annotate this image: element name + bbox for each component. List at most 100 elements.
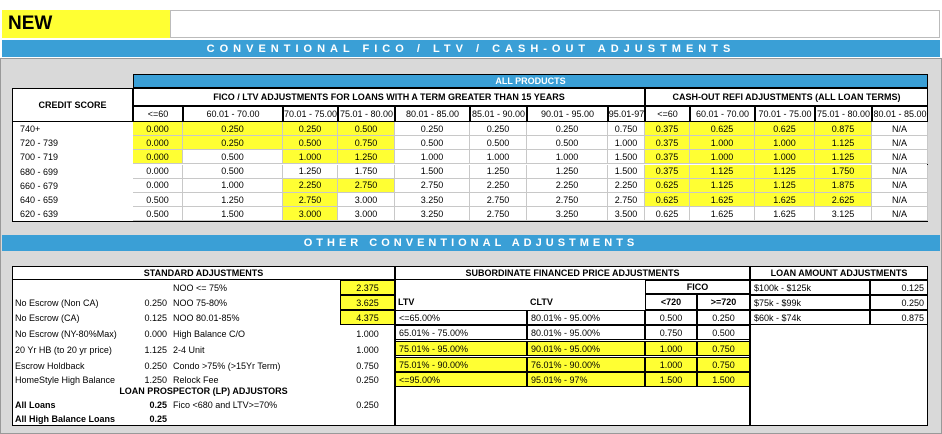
column-header: 90.01 - 95.00 <box>527 106 608 122</box>
value: 2.750 <box>608 193 645 207</box>
banner: OTHER CONVENTIONAL ADJUSTMENTS <box>2 235 940 251</box>
value: N/A <box>872 122 928 136</box>
label: $75k - $99k <box>750 295 870 310</box>
badge: NEW <box>2 10 170 38</box>
value: 0.25 <box>149 400 167 410</box>
value: 0.500 <box>133 193 183 207</box>
column-header: 75.01 - 80.00 <box>815 106 872 122</box>
value: 1.250 <box>183 193 283 207</box>
label: No Escrow (CA) <box>15 312 80 323</box>
group-header: FICO <box>645 280 750 294</box>
value: 1.125 <box>755 164 815 179</box>
column-header: <=60 <box>133 106 183 122</box>
value: 0.250 <box>527 122 608 136</box>
value: 1.000 <box>527 150 608 165</box>
label: No Escrow (NY-80%Max) <box>15 328 117 339</box>
value: 0.625 <box>645 207 690 222</box>
label: NOO 75-80% <box>173 297 228 308</box>
value: 0.375 <box>645 136 690 151</box>
value: N/A <box>872 193 928 207</box>
value: 0.250 <box>283 122 338 136</box>
column-header: 80.01 - 85.00 <box>395 106 470 122</box>
value: 0.000 <box>133 136 183 151</box>
value: 0.250 <box>395 122 470 136</box>
value: 0.500 <box>527 136 608 151</box>
value: 1.625 <box>690 207 755 222</box>
value: 1.000 <box>356 344 379 355</box>
value: 1.000 <box>283 150 338 165</box>
column-header: <=60 <box>645 106 690 122</box>
value: 1.500 <box>183 207 283 222</box>
value: 0.500 <box>133 207 183 222</box>
value: 0.000 <box>144 328 167 339</box>
value: 4.375 <box>340 310 395 325</box>
value: 0.000 <box>133 150 183 165</box>
credit-score: 640 - 659 <box>20 195 59 205</box>
value: 1.500 <box>608 150 645 165</box>
value: 1.625 <box>690 193 755 207</box>
value: 0.625 <box>645 178 690 193</box>
value: 0.625 <box>690 122 755 136</box>
value: 2.250 <box>283 178 338 193</box>
label: 2-4 Unit <box>173 344 205 355</box>
value: 3.250 <box>395 207 470 222</box>
value: 1.125 <box>755 178 815 193</box>
value: 1.750 <box>338 164 395 179</box>
value: 0.125 <box>870 280 928 295</box>
column-header: 75.01 - 80.00 <box>338 106 395 122</box>
value: 0.500 <box>338 122 395 136</box>
value: 0.750 <box>645 325 697 340</box>
label: NOO 80.01-85% <box>173 312 240 323</box>
value: 80.01% - 95.00% <box>527 310 645 325</box>
value: 0.000 <box>133 164 183 179</box>
value: 0.125 <box>144 312 167 323</box>
value: 65.01% - 75.00% <box>395 325 527 340</box>
group-header: CASH-OUT REFI ADJUSTMENTS (ALL LOAN TERM… <box>645 88 928 106</box>
value: 0.875 <box>815 122 872 136</box>
credit-score: 740+ <box>20 124 41 134</box>
value: 0.500 <box>183 150 283 165</box>
value: 1.125 <box>815 150 872 165</box>
label: HomeStyle High Balance <box>15 374 116 385</box>
column-header: 70.01 - 75.00 <box>755 106 815 122</box>
value: 1.750 <box>815 164 872 179</box>
value: 0.500 <box>283 136 338 151</box>
value: 0.000 <box>133 122 183 136</box>
column-header: CLTV <box>530 297 553 307</box>
value: 1.250 <box>283 164 338 179</box>
value: 0.250 <box>356 374 379 385</box>
value: 1.000 <box>755 136 815 151</box>
value: 0.500 <box>470 136 527 151</box>
label: Condo >75% (>15Yr Term) <box>173 360 281 371</box>
value: 0.375 <box>645 122 690 136</box>
value: 2.750 <box>395 178 470 193</box>
value: 1.000 <box>395 150 470 165</box>
value: 75.01% - 95.00% <box>395 341 527 356</box>
value: 1.125 <box>815 136 872 151</box>
value: 0.750 <box>608 122 645 136</box>
value: 0.000 <box>133 178 183 193</box>
value: 1.500 <box>697 372 750 387</box>
value: <=95.00% <box>395 372 527 387</box>
table-title: ALL PRODUCTS <box>133 74 928 88</box>
standard-panel <box>12 266 395 426</box>
value: 80.01% - 95.00% <box>527 325 645 340</box>
value: 2.250 <box>608 178 645 193</box>
value: 3.250 <box>395 193 470 207</box>
value: 2.250 <box>527 178 608 193</box>
value: <=65.00% <box>395 310 527 325</box>
value: 1.500 <box>645 372 697 387</box>
value: N/A <box>872 178 928 193</box>
value: 1.000 <box>690 150 755 165</box>
value: N/A <box>872 164 928 179</box>
value: 0.250 <box>183 136 283 151</box>
value: 1.125 <box>690 164 755 179</box>
value: 1.250 <box>470 164 527 179</box>
column-header: 80.01 - 85.00 <box>872 106 928 122</box>
value: 0.500 <box>645 310 697 325</box>
panel-title: SUBORDINATE FINANCED PRICE ADJUSTMENTS <box>395 266 750 280</box>
column-header: 70.01 - 75.00 <box>283 106 338 122</box>
value: 2.750 <box>338 178 395 193</box>
value: 1.000 <box>645 341 697 356</box>
column-header: 95.01-97 <box>608 106 645 122</box>
